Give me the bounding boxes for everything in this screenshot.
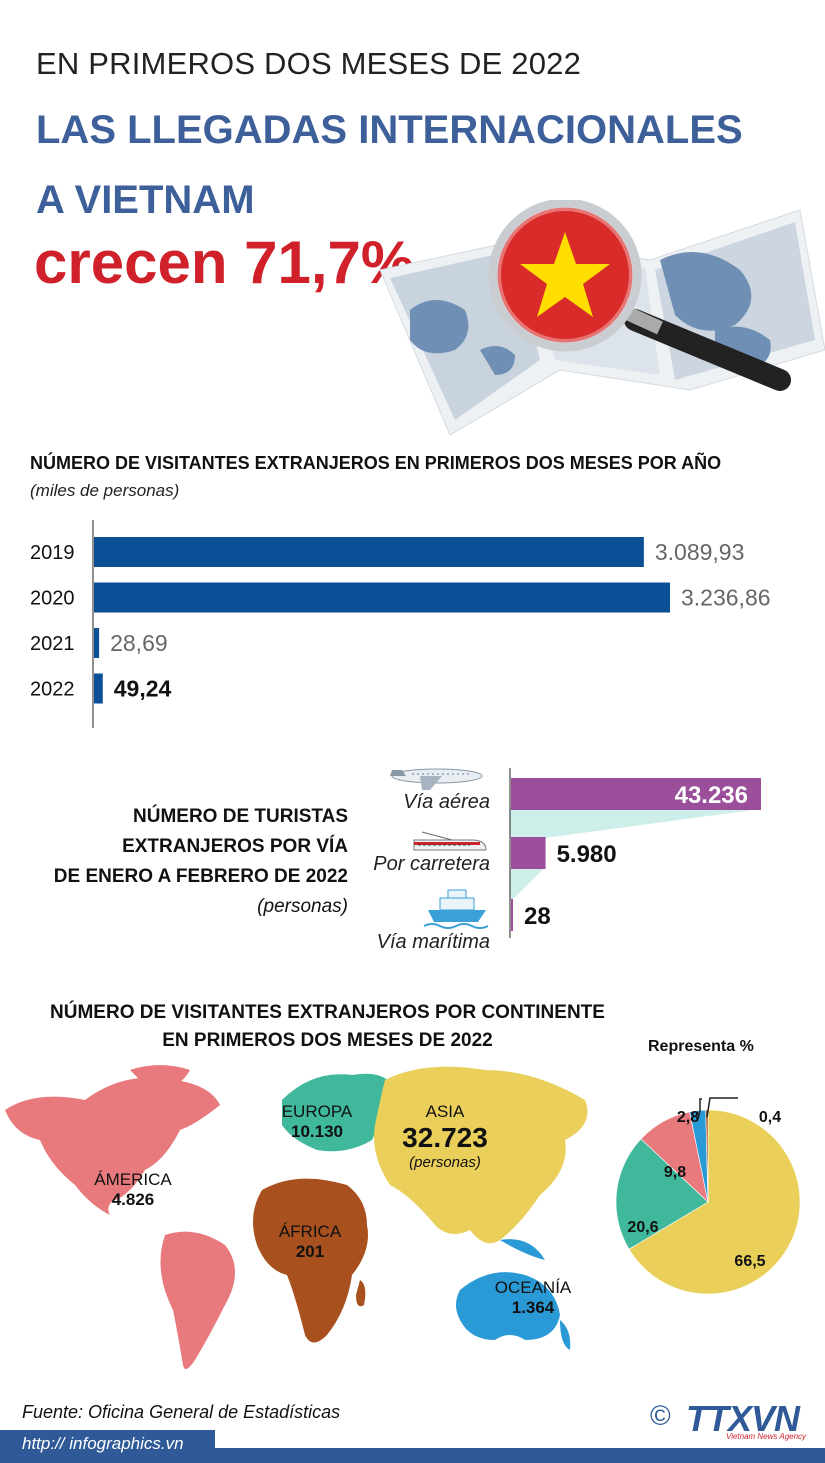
label-america: ÁMERICA 4.826 <box>78 1170 188 1210</box>
footer-url[interactable]: http:// infographics.vn <box>22 1434 184 1453</box>
magnifier-icon <box>488 200 791 391</box>
pie-value-label: 20,6 <box>627 1219 658 1236</box>
yearly-value-label: 28,69 <box>110 630 168 656</box>
yearly-tick-label: 2021 <box>30 633 75 655</box>
yearly-bar <box>94 582 670 613</box>
transport-shadow-1 <box>510 809 760 838</box>
yearly-chart-title: NÚMERO DE VISITANTES EXTRANJEROS EN PRIM… <box>30 453 722 473</box>
footer-url-bar <box>0 1430 215 1463</box>
label-asia: ASIA 32.723 (personas) <box>385 1102 505 1171</box>
pie-title: Representa % <box>648 1038 754 1055</box>
transport-bar-chart: Vía aérea 43.236 Por carretera 5.980 Vía mar… <box>373 768 761 953</box>
continent-title-line2: EN PRIMEROS DOS MESES DE 2022 <box>162 1030 493 1051</box>
yearly-value-label: 3.236,86 <box>681 585 771 611</box>
continent-pie-chart: 66,5 20,6 9,8 2,8 0,4 <box>615 1097 801 1295</box>
footer-rule <box>200 1448 825 1463</box>
pie-value-label: 9,8 <box>664 1164 686 1181</box>
map-magnifier-illustration <box>379 200 825 436</box>
header-title-line2: A VIETNAM <box>36 178 255 222</box>
agency-logo: TTXVN <box>686 1398 800 1439</box>
pie-leader-line <box>706 1097 738 1118</box>
agency-logo-subtitle: Vietnam News Agency <box>726 1432 807 1441</box>
map-region-oceania <box>456 1272 560 1340</box>
yearly-value-label: 49,24 <box>114 676 172 702</box>
transport-title-line2: EXTRANJEROS POR VÍA <box>122 836 348 857</box>
map-region-africa <box>253 1178 368 1343</box>
map-region-america <box>5 1077 220 1215</box>
transport-chart-unit: (personas) <box>257 896 348 917</box>
transport-value-label: 28 <box>524 903 551 930</box>
asia-unit-note: (personas) <box>409 1154 481 1171</box>
asia-value: 32.723 <box>402 1122 488 1153</box>
label-europe: EUROPA 10.130 <box>262 1102 372 1142</box>
transport-bar <box>511 837 546 869</box>
train-icon <box>413 831 487 851</box>
oceania-name: OCEANÍA <box>494 1278 572 1297</box>
pie-value-label: 0,4 <box>759 1109 781 1126</box>
transport-category-label: Vía marítima <box>377 931 490 953</box>
map-region-asia <box>374 1066 588 1244</box>
header-kicker: EN PRIMEROS DOS MESES DE 2022 <box>36 46 582 81</box>
world-map <box>5 1065 588 1369</box>
ship-icon <box>423 889 489 929</box>
yearly-value-label: 3.089,93 <box>655 539 745 565</box>
transport-title-line3: DE ENERO A FEBRERO DE 2022 <box>53 866 348 887</box>
yearly-tick-label: 2019 <box>30 542 75 564</box>
transport-category-label: Vía aérea <box>403 791 490 813</box>
pie-leader-line <box>697 1098 702 1119</box>
yearly-bar <box>94 628 100 658</box>
europe-value: 10.130 <box>291 1122 343 1141</box>
europe-name: EUROPA <box>281 1102 353 1121</box>
africa-value: 201 <box>295 1242 325 1261</box>
africa-name: ÁFRICA <box>278 1222 342 1241</box>
pie-value-label: 2,8 <box>677 1109 699 1126</box>
yearly-bar <box>94 673 103 704</box>
america-value: 4.826 <box>111 1190 155 1209</box>
transport-bar <box>511 778 761 810</box>
copyright-icon: © <box>650 1400 671 1431</box>
continent-title-line1: NÚMERO DE VISITANTES EXTRANJEROS POR CON… <box>50 1002 605 1023</box>
transport-bar <box>511 899 513 931</box>
asia-name: ASIA <box>425 1102 465 1121</box>
airplane-icon <box>390 768 483 790</box>
oceania-value: 1.364 <box>511 1298 555 1317</box>
transport-value-label: 43.236 <box>675 782 748 809</box>
transport-shadow-2 <box>510 868 545 900</box>
yearly-bar <box>94 537 644 567</box>
continent-chart-title: NÚMERO DE VISITANTES EXTRANJEROS POR CON… <box>0 999 655 1055</box>
yearly-chart-unit: (miles de personas) <box>30 481 180 500</box>
transport-category-label: Por carretera <box>373 853 490 875</box>
vietnam-star-icon <box>520 232 610 317</box>
source-note: Fuente: Oficina General de Estadísticas <box>22 1402 341 1422</box>
map-region-europe <box>282 1073 392 1152</box>
header-title-line1: LAS LLEGADAS INTERNACIONALES <box>36 108 743 152</box>
yearly-bar-chart: 2019 3.089,93 2020 3.236,86 2021 28,69 2022 49,… <box>30 520 771 728</box>
pie-slice <box>615 1138 709 1250</box>
transport-value-label: 5.980 <box>557 841 617 868</box>
transport-title-line1: NÚMERO DE TURISTAS <box>133 806 348 827</box>
transport-chart-title: NÚMERO DE TURISTAS EXTRANJEROS POR VÍA D… <box>20 802 348 922</box>
yearly-tick-label: 2022 <box>30 679 75 701</box>
america-name: ÁMERICA <box>94 1170 172 1189</box>
pie-value-label: 66,5 <box>734 1253 765 1270</box>
yearly-tick-label: 2020 <box>30 588 75 610</box>
label-oceania: OCEANÍA 1.364 <box>478 1278 588 1318</box>
headline-growth: crecen 71,7% <box>34 229 415 296</box>
label-africa: ÁFRICA 201 <box>255 1222 365 1262</box>
pie-slice <box>628 1109 801 1295</box>
